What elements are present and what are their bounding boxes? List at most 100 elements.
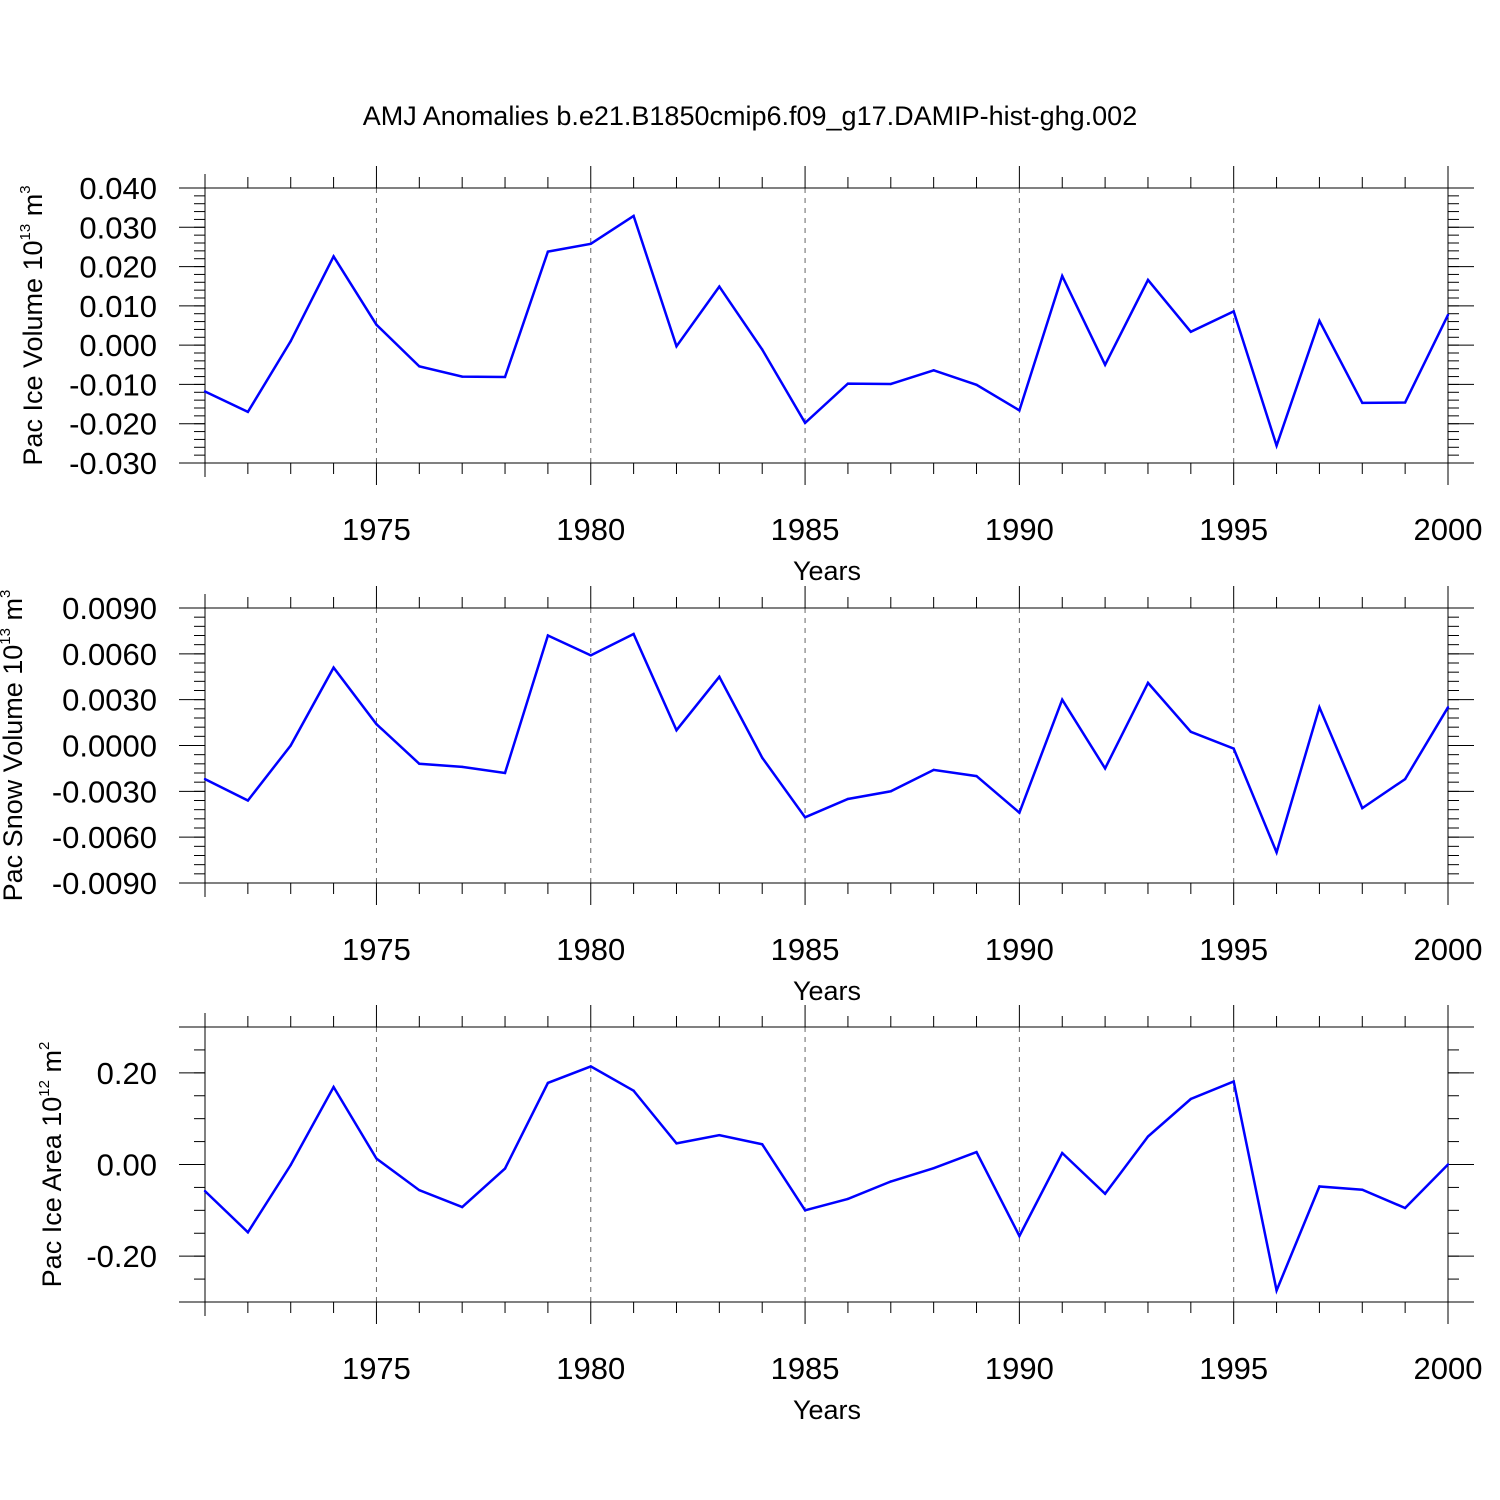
data-point <box>246 799 250 802</box>
data-point <box>1403 777 1407 781</box>
data-point <box>889 382 892 386</box>
data-point <box>632 632 635 636</box>
data-point <box>718 285 721 288</box>
x-tick-label: 1975 <box>342 1351 411 1386</box>
data-point <box>1061 274 1064 278</box>
data-point <box>632 1089 635 1092</box>
y-axis-label: Pac Ice Volume 1013 m3 <box>17 185 48 465</box>
data-point <box>1018 1234 1021 1238</box>
data-point <box>1446 1163 1450 1166</box>
x-axis-label: Years <box>793 1395 861 1425</box>
data-point <box>932 1166 935 1170</box>
y-tick-label: -0.030 <box>69 446 157 481</box>
data-point <box>1146 278 1150 282</box>
data-point <box>1232 747 1235 750</box>
x-tick-label: 2000 <box>1414 932 1483 967</box>
data-point <box>889 1180 892 1183</box>
y-tick-label: 0.20 <box>97 1056 157 1091</box>
data-point <box>1018 811 1021 814</box>
y-tick-label: -0.20 <box>86 1239 157 1274</box>
data-point <box>546 634 550 637</box>
data-point <box>589 654 592 657</box>
data-point <box>503 1167 507 1170</box>
data-point <box>1018 409 1021 412</box>
data-point <box>460 1205 464 1209</box>
data-point <box>1403 401 1407 404</box>
data-point <box>546 250 550 253</box>
data-point <box>1361 806 1364 810</box>
x-tick-label: 1985 <box>771 932 840 967</box>
x-tick-label: 1995 <box>1199 932 1268 967</box>
data-point <box>1275 444 1278 447</box>
x-tick-label: 1985 <box>771 1351 840 1386</box>
y-axis-label: Pac Snow Volume 1013 m3 <box>0 590 28 902</box>
data-point <box>418 1188 421 1192</box>
y-tick-label: 0.0000 <box>62 729 157 764</box>
data-point <box>332 255 335 258</box>
data-point <box>589 242 592 245</box>
y-tick-label: -0.0090 <box>52 866 157 901</box>
y-tick-label: 0.0060 <box>62 637 157 672</box>
panel-1: 0.040 0.030 0.020 0.010 0.000 -0.010 -0.020 -0.… <box>17 166 1482 586</box>
data-point <box>632 214 635 218</box>
y-tick-label: -0.0030 <box>52 774 157 809</box>
data-point <box>675 345 678 348</box>
data-point <box>718 1133 721 1137</box>
data-point <box>803 421 807 425</box>
series-line <box>204 632 1450 857</box>
data-point <box>718 675 721 678</box>
x-tick-label: 1990 <box>985 932 1054 967</box>
data-point <box>375 323 378 326</box>
data-point <box>803 1209 807 1212</box>
data-point <box>846 797 850 801</box>
x-tick-label: 1990 <box>985 512 1054 547</box>
data-point <box>460 765 464 769</box>
data-point <box>1146 1135 1150 1138</box>
series-line <box>204 213 1450 450</box>
data-point <box>889 790 892 793</box>
data-point <box>1446 313 1450 317</box>
y-tick-label: -0.010 <box>69 367 157 402</box>
y-tick-label: 0.030 <box>79 210 157 245</box>
x-axis-label: Years <box>793 976 861 1006</box>
y-tick-label: 0.010 <box>79 289 157 324</box>
data-point <box>1403 1206 1407 1210</box>
data-point <box>418 762 421 766</box>
data-point <box>1103 1192 1107 1196</box>
data-point <box>1361 1188 1364 1191</box>
data-point <box>1446 706 1450 709</box>
data-point <box>1232 1080 1235 1083</box>
data-point <box>1103 767 1107 770</box>
data-point <box>1318 1185 1321 1188</box>
y-tick-label: 0.0090 <box>62 591 157 626</box>
data-point <box>203 1189 207 1193</box>
data-point <box>1275 851 1278 854</box>
y-tick-label: 0.040 <box>79 171 157 206</box>
data-point <box>1189 730 1193 733</box>
data-point <box>289 340 292 343</box>
data-point <box>675 1142 678 1145</box>
data-point <box>1318 706 1321 709</box>
data-point <box>289 744 292 747</box>
data-point <box>503 771 507 775</box>
data-point <box>675 729 678 732</box>
data-point <box>1232 310 1235 313</box>
data-point <box>546 1081 550 1085</box>
chart-title: AMJ Anomalies b.e21.B1850cmip6.f09_g17.D… <box>363 101 1137 131</box>
x-tick-label: 1980 <box>556 1351 625 1386</box>
data-point <box>418 365 421 368</box>
x-tick-label: 1975 <box>342 932 411 967</box>
data-point <box>1189 330 1193 333</box>
data-point <box>460 375 464 378</box>
data-point <box>332 666 335 669</box>
data-point <box>1103 363 1107 366</box>
y-tick-label: 0.00 <box>97 1148 157 1183</box>
series-line <box>204 1065 1449 1295</box>
panel-2: 0.0090 0.0060 0.0030 0.0000 -0.0030 -0.0060 -0… <box>0 586 1482 1006</box>
x-tick-label: 1975 <box>342 512 411 547</box>
data-point <box>203 390 207 393</box>
data-point <box>1275 1289 1278 1292</box>
x-tick-label: 2000 <box>1414 512 1483 547</box>
data-point <box>1061 1151 1064 1155</box>
x-tick-label: 1995 <box>1199 1351 1268 1386</box>
